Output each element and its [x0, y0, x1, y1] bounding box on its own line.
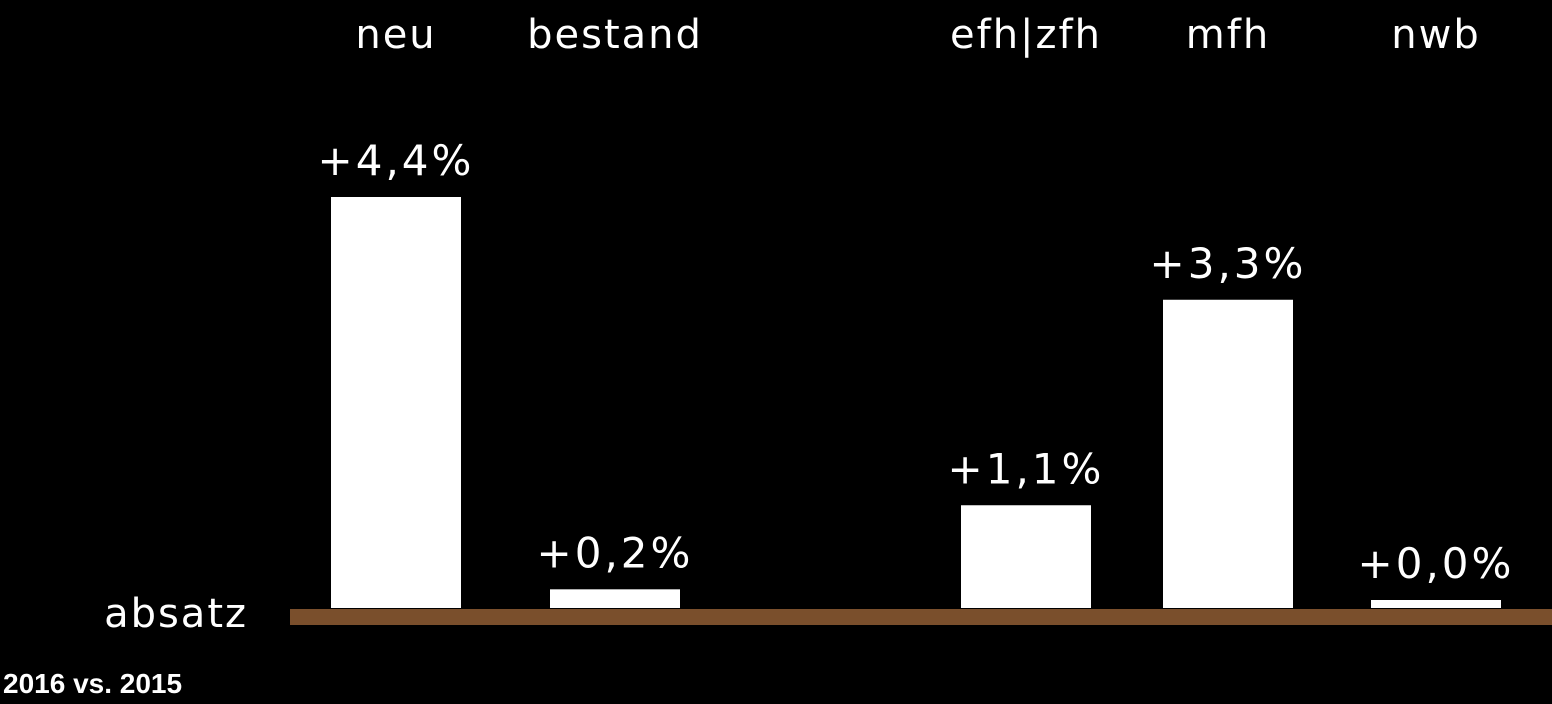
value-label-1: +0,2% [537, 528, 694, 577]
value-label-2: +1,1% [948, 444, 1105, 493]
bars-group [331, 197, 1501, 608]
footnote: 2016 vs. 2015 [3, 668, 182, 699]
value-label-4: +0,0% [1358, 539, 1515, 588]
baseline-axis [290, 609, 1552, 625]
row-label: absatz [104, 591, 248, 637]
category-label-3: mfh [1186, 12, 1270, 58]
bar-4 [1371, 600, 1501, 608]
value-labels-group: +4,4% +0,2% +1,1% +3,3% +0,0% [318, 136, 1515, 588]
bar-1 [550, 589, 680, 608]
bar-2 [961, 505, 1091, 608]
category-label-2: efh|zfh [950, 12, 1102, 58]
value-label-0: +4,4% [318, 136, 475, 185]
value-label-3: +3,3% [1150, 239, 1307, 288]
category-labels-group: neu bestand efh|zfh mfh nwb [355, 12, 1480, 58]
category-label-0: neu [355, 12, 436, 58]
bar-3 [1163, 299, 1293, 608]
category-label-4: nwb [1391, 12, 1480, 58]
bar-0 [331, 197, 461, 608]
category-label-1: bestand [527, 12, 703, 58]
